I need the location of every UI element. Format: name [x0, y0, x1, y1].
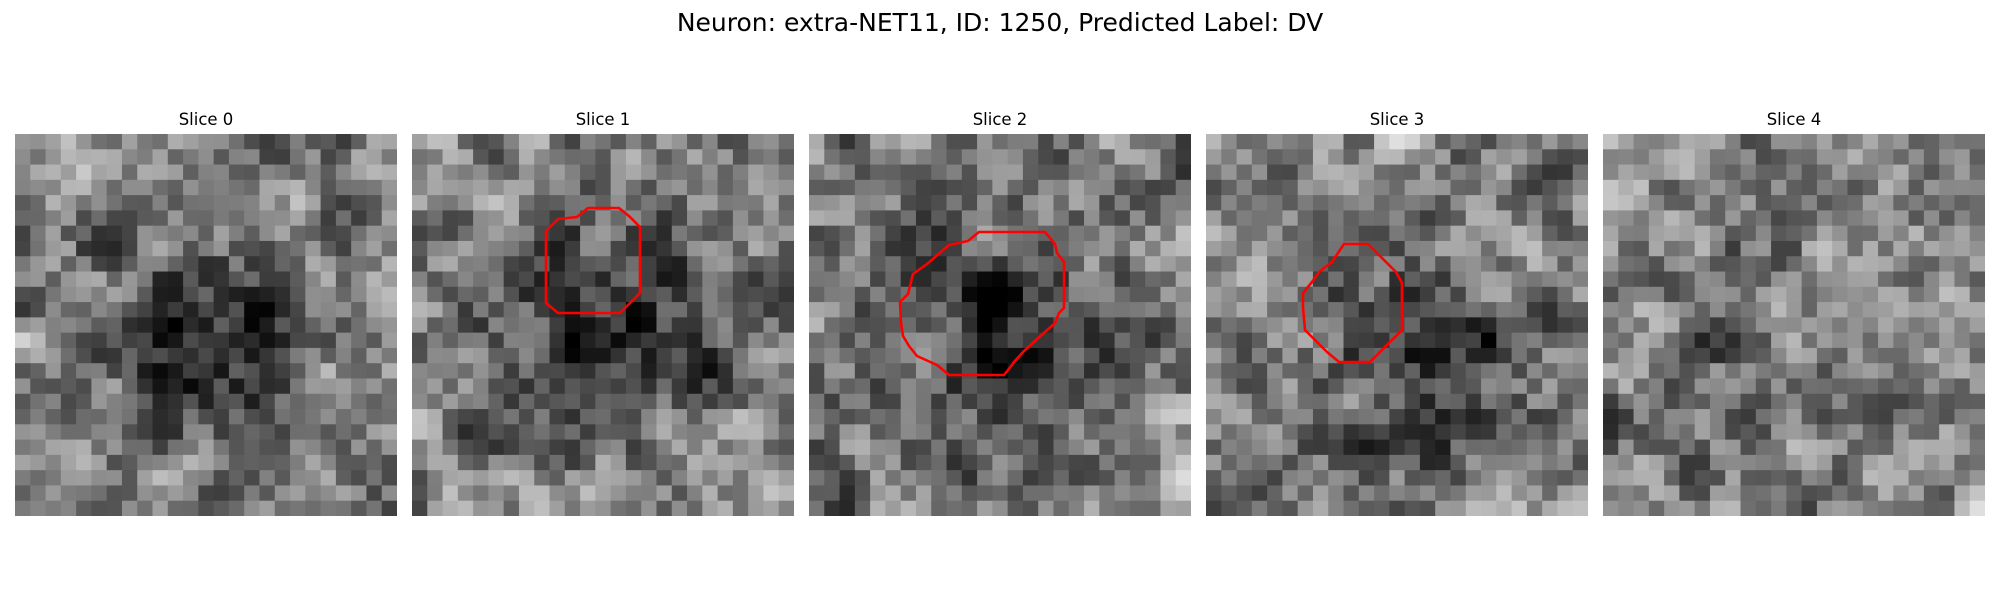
slice-4-image: [1603, 134, 1985, 516]
slice-1-panel: [412, 134, 794, 516]
slice-3-contour: [1301, 242, 1404, 364]
slice-0-image: [15, 134, 397, 516]
figure-title: Neuron: extra-NET11, ID: 1250, Predicted…: [676, 8, 1324, 37]
slice-3-image: [1206, 134, 1588, 516]
slice-3-panel: [1206, 134, 1588, 516]
slice-2-contour: [898, 230, 1066, 377]
slice-4-panel: [1603, 134, 1985, 516]
slice-3-title: Slice 3: [1369, 110, 1425, 129]
slice-1-image: [412, 134, 794, 516]
slice-1-title: Slice 1: [575, 110, 631, 129]
slice-0-panel: [15, 134, 397, 516]
slice-2-title: Slice 2: [972, 110, 1028, 129]
slice-4-title: Slice 4: [1766, 110, 1822, 129]
slice-2-panel: [809, 134, 1191, 516]
slice-0-title: Slice 0: [178, 110, 234, 129]
slice-1-contour: [544, 206, 642, 315]
slice-2-image: [809, 134, 1191, 516]
